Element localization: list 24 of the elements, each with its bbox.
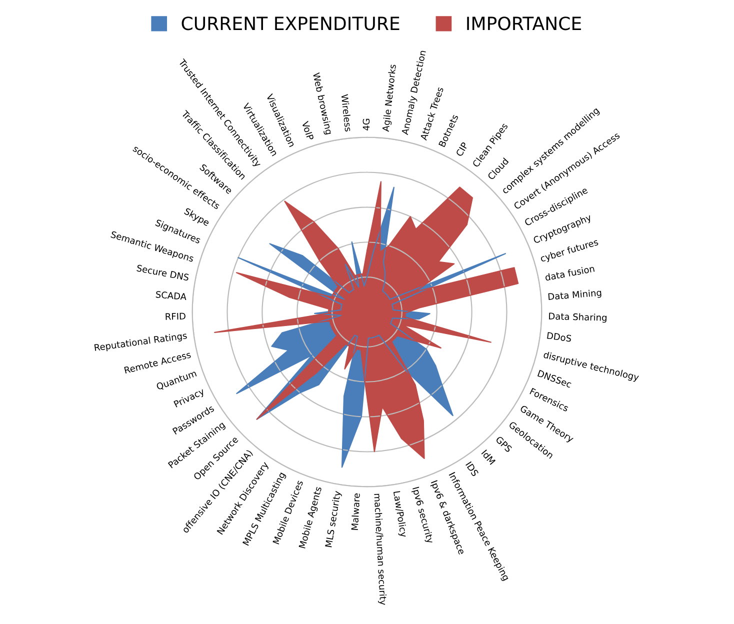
legend-label: CURRENT EXPENDITURE [182, 16, 400, 30]
spoke-label: Attack Trees [420, 86, 444, 141]
spoke-label: Law/Policy [392, 491, 408, 538]
spoke-label: VoIP [302, 120, 314, 141]
spoke-label: data fusion [544, 264, 595, 281]
legend-label: IMPORTANCE [467, 16, 581, 30]
spoke-label: machine/human security [372, 494, 387, 606]
spoke-label: Secure DNS [136, 264, 190, 281]
spoke-label: Agile Networks [382, 64, 398, 132]
spoke-label: Ipv6 security [410, 486, 434, 544]
spoke-label: RFID [166, 312, 186, 320]
spoke-label: Remote Access [124, 351, 192, 374]
spoke-label: GPS [495, 436, 512, 453]
spoke-label: 4G [362, 118, 370, 130]
spoke-label: Data Sharing [548, 312, 607, 323]
spoke-label: Malware [351, 493, 360, 530]
spoke-label: DDoS [547, 332, 572, 342]
spoke-label: CIP [456, 142, 468, 157]
spoke-label: Web browsing [311, 72, 333, 135]
spoke-label: SCADA [156, 290, 187, 300]
spoke-label: Wireless [341, 94, 352, 132]
spoke-label: MLS security [324, 490, 342, 548]
spoke-label: Data Mining [548, 288, 602, 302]
spoke-label: Reputational Ratings [94, 332, 188, 353]
